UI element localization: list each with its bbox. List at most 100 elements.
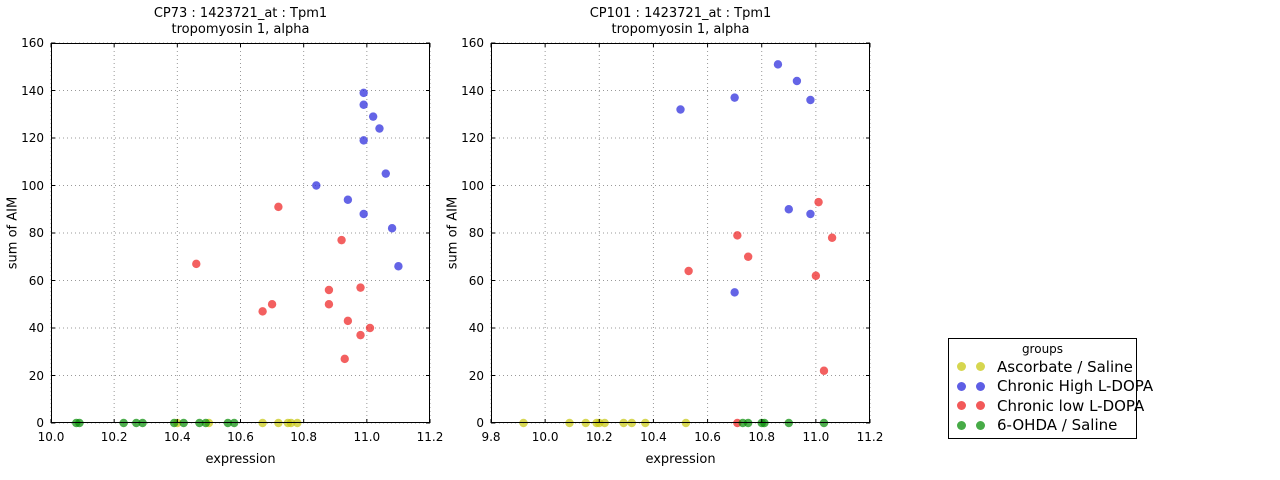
scatter-point xyxy=(743,252,753,261)
scatter-point xyxy=(359,88,368,98)
scatter-point xyxy=(337,235,346,245)
scatter-point xyxy=(381,169,390,178)
scatter-point xyxy=(784,205,793,214)
y-tick-label: 60 xyxy=(468,273,484,288)
y-tick-label: 120 xyxy=(461,131,484,145)
y-tick-label: 100 xyxy=(461,178,484,193)
y-tick-label: 20 xyxy=(468,368,484,383)
legend-item: 6-OHDA / Saline xyxy=(949,416,1136,436)
legend-item-label: Chronic low L-DOPA xyxy=(997,396,1145,415)
x-tick-label: 11.2 xyxy=(416,430,444,444)
scatter-point xyxy=(806,95,815,105)
x-tick-label: 10.2 xyxy=(585,430,613,444)
scatter-point xyxy=(267,300,277,309)
y-tick-label: 140 xyxy=(21,83,44,98)
scatter-point xyxy=(356,283,365,292)
scatter-point xyxy=(368,112,378,121)
x-tick-label: 11.0 xyxy=(802,430,830,444)
scatter-point xyxy=(192,259,201,269)
y-tick-label: 0 xyxy=(36,416,44,430)
scatter-point xyxy=(375,124,384,133)
plot-area xyxy=(490,42,871,428)
x-tick-label: 10.8 xyxy=(748,430,776,444)
plot-cp101: CP101 : 1423721_at : Tpm1 tropomyosin 1,… xyxy=(446,6,884,467)
plot-frame xyxy=(51,43,430,423)
scatter-point xyxy=(359,209,368,219)
scatter-point xyxy=(773,60,783,69)
plot-area xyxy=(50,42,431,428)
plot-cp73: CP73 : 1423721_at : Tpm1 tropomyosin 1, … xyxy=(6,6,444,467)
x-tick-label: 10.0 xyxy=(37,430,65,444)
scatter-point xyxy=(274,202,283,212)
x-tick-label: 10.4 xyxy=(640,430,667,444)
y-tick-label: 0 xyxy=(476,416,484,430)
legend-box: groups Ascorbate / Saline Chronic High L-… xyxy=(948,338,1153,439)
legend-item-label: 6-OHDA / Saline xyxy=(997,416,1118,435)
scatter-point xyxy=(356,330,365,340)
x-tick-label: 10.8 xyxy=(290,430,318,444)
blue-marker-icon xyxy=(976,381,985,391)
scatter-point xyxy=(733,231,742,240)
y-tick-label: 80 xyxy=(28,226,44,240)
y-tick-label: 40 xyxy=(28,321,44,335)
legend-item-label: Chronic High L-DOPA xyxy=(997,377,1154,396)
red-marker-icon xyxy=(957,401,966,411)
scatter-point xyxy=(676,105,685,114)
legend-item-label: Ascorbate / Saline xyxy=(997,357,1133,376)
y-tick-label: 120 xyxy=(21,131,44,145)
plot-title-line1: CP73 : 1423721_at : Tpm1 xyxy=(153,6,328,21)
blue-marker-icon xyxy=(957,381,966,391)
x-tick-label: 10.0 xyxy=(531,430,559,444)
x-tick-label: 10.2 xyxy=(100,430,128,444)
yellow-marker-icon xyxy=(957,362,966,372)
x-axis-label: expression xyxy=(205,452,276,467)
scatter-point xyxy=(730,288,739,297)
scatter-point xyxy=(827,233,837,242)
x-tick-label: 10.6 xyxy=(694,430,721,444)
y-axis-label: sum of AIM xyxy=(445,196,461,270)
yellow-marker-icon xyxy=(976,362,985,372)
scatter-point xyxy=(343,316,353,326)
legend-rows: Ascorbate / Saline Chronic High L-DOPA Chr… xyxy=(949,357,1153,436)
scatter-point xyxy=(814,197,823,207)
green-marker-icon xyxy=(976,420,985,430)
x-tick-label: 11.0 xyxy=(353,430,381,444)
scatter-point xyxy=(819,366,829,375)
scatter-point xyxy=(792,76,802,86)
y-tick-label: 80 xyxy=(468,226,484,240)
y-tick-label: 20 xyxy=(28,368,44,383)
legend-item: Chronic low L-DOPA xyxy=(949,396,1144,416)
scatter-point xyxy=(387,224,397,233)
x-tick-label: 9.8 xyxy=(481,430,501,444)
y-tick-label: 160 xyxy=(21,36,44,50)
legend-item: Ascorbate / Saline xyxy=(949,357,1136,377)
scatter-point xyxy=(343,195,353,204)
scatter-point xyxy=(340,354,349,364)
y-tick-label: 100 xyxy=(21,178,44,193)
scatter-point xyxy=(806,209,815,219)
scatter-point xyxy=(684,266,693,276)
y-tick-label: 140 xyxy=(461,83,484,98)
x-tick-label: 10.6 xyxy=(227,430,254,444)
plot-title-cp73: CP73 : 1423721_at : Tpm1 tropomyosin 1, … xyxy=(154,6,327,38)
legend-item: Chronic High L-DOPA xyxy=(949,377,1153,397)
scatter-point xyxy=(324,300,334,309)
scatter-point xyxy=(730,93,739,102)
x-tick-label: 11.2 xyxy=(856,430,884,444)
scatter-point xyxy=(394,262,403,271)
scatter-point xyxy=(359,100,368,109)
red-marker-icon xyxy=(976,401,985,411)
x-axis-label: expression xyxy=(645,452,716,467)
plot-title-line1: CP101 : 1423721_at : Tpm1 xyxy=(589,6,772,21)
green-marker-icon xyxy=(957,420,966,430)
legend-title: groups xyxy=(1021,342,1064,356)
y-tick-label: 160 xyxy=(461,36,484,50)
scatter-point xyxy=(811,271,821,280)
scatter-point xyxy=(324,285,334,295)
scatter-point xyxy=(312,181,321,190)
y-tick-label: 40 xyxy=(468,321,484,335)
y-tick-label: 60 xyxy=(28,273,44,288)
plot-title-line2: tropomyosin 1, alpha xyxy=(611,22,750,37)
plot-title-line2: tropomyosin 1, alpha xyxy=(171,22,310,37)
